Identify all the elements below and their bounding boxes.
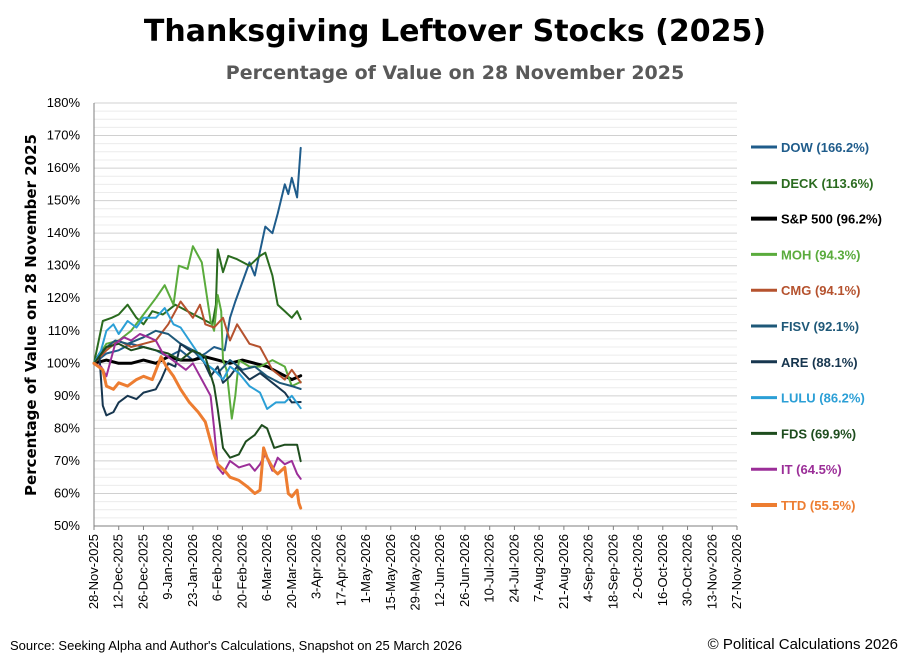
y-tick-label: 140% xyxy=(47,225,81,240)
x-tick-label: 16-Oct-2026 xyxy=(655,534,670,606)
legend-label-ttd: TTD (55.5%) xyxy=(781,498,855,513)
series-lines xyxy=(92,146,303,510)
x-tick-label: 26-Jun-2026 xyxy=(457,534,472,607)
chart-title: Thanksgiving Leftover Stocks (2025) xyxy=(143,14,767,49)
copyright-note: © Political Calculations 2026 xyxy=(707,636,898,653)
x-tick-label: 26-Dec-2025 xyxy=(135,534,150,609)
y-tick-label: 90% xyxy=(54,388,80,403)
y-tick-label: 170% xyxy=(47,128,81,143)
legend-label-it: IT (64.5%) xyxy=(781,462,842,477)
x-tick-label: 9-Jan-2026 xyxy=(160,534,175,600)
x-tick-label: 20-Feb-2026 xyxy=(234,534,249,608)
x-tick-label: 6-Feb-2026 xyxy=(210,534,225,601)
x-tick-label: 7-Aug-2026 xyxy=(531,534,546,602)
legend: DOW (166.2%) DECK (113.6%) S&P 500 (96.2%)… xyxy=(751,140,882,513)
x-tick-label: 1-May-2026 xyxy=(358,534,373,603)
legend-label-fds: FDS (69.9%) xyxy=(781,426,856,441)
legend-label-lulu: LULU (86.2%) xyxy=(781,391,865,406)
legend-label-moh: MOH (94.3%) xyxy=(781,247,860,262)
series-line-fisv xyxy=(93,329,302,390)
series-line-cmg xyxy=(93,300,302,384)
x-tick-label: 6-Mar-2026 xyxy=(259,534,274,601)
x-tick-label: 29-May-2026 xyxy=(408,534,423,611)
x-tick-label: 12-Dec-2025 xyxy=(111,534,126,609)
y-tick-label: 180% xyxy=(47,95,81,110)
x-tick-label: 12-Jun-2026 xyxy=(432,534,447,607)
series-line-are xyxy=(93,342,302,417)
x-tick-label: 18-Sep-2026 xyxy=(605,534,620,609)
y-tick-label: 160% xyxy=(47,160,81,175)
y-tick-label: 60% xyxy=(54,485,80,500)
series-line-s-p-500 xyxy=(92,355,303,382)
x-tick-label: 10-Jul-2026 xyxy=(482,534,497,603)
x-tick-label: 13-Nov-2026 xyxy=(704,534,719,609)
series-line-it xyxy=(93,333,302,480)
y-tick-label: 100% xyxy=(47,355,81,370)
x-tick-label: 17-Apr-2026 xyxy=(333,534,348,606)
y-tick-label: 80% xyxy=(54,420,80,435)
y-tick-label: 50% xyxy=(54,518,80,533)
series-line-lulu xyxy=(93,307,302,410)
axes: 50% 60% 70% 80% 90% 100% 110% 120% 130% 140% 150% 1… xyxy=(47,95,744,611)
series-line-fds xyxy=(93,342,302,463)
legend-label-cmg: CMG (94.1%) xyxy=(781,283,860,298)
x-tick-label: 30-Oct-2026 xyxy=(680,534,695,606)
legend-label-fisv: FISV (92.1%) xyxy=(781,319,859,334)
y-axis-title: Percentage of Value on 28 November 2025 xyxy=(22,134,40,496)
legend-label-are: ARE (88.1%) xyxy=(781,355,858,370)
y-tick-label: 120% xyxy=(47,290,81,305)
series-line-ttd xyxy=(92,355,303,510)
y-tick-label: 110% xyxy=(48,323,81,338)
x-tick-label: 23-Jan-2026 xyxy=(185,534,200,607)
x-tick-label: 21-Aug-2026 xyxy=(556,534,571,609)
y-tick-label: 150% xyxy=(47,193,81,208)
x-tick-label: 28-Nov-2025 xyxy=(86,534,101,609)
x-tick-label: 2-Oct-2026 xyxy=(630,534,645,599)
x-tick-label: 27-Nov-2026 xyxy=(729,534,744,609)
legend-label-s-p-500: S&P 500 (96.2%) xyxy=(781,212,882,227)
x-tick-label: 3-Apr-2026 xyxy=(309,534,324,599)
x-tick-label: 15-May-2026 xyxy=(383,534,398,611)
legend-label-dow: DOW (166.2%) xyxy=(781,140,869,155)
y-tick-label: 130% xyxy=(47,258,81,273)
chart-subtitle: Percentage of Value on 28 November 2025 xyxy=(225,62,685,84)
source-note: Source: Seeking Alpha and Author's Calcu… xyxy=(10,638,463,653)
y-tick-label: 70% xyxy=(54,453,80,468)
x-tick-label: 4-Sep-2026 xyxy=(581,534,596,602)
x-tick-label: 20-Mar-2026 xyxy=(284,534,299,608)
x-tick-label: 24-Jul-2026 xyxy=(506,534,521,603)
legend-label-deck: DECK (113.6%) xyxy=(781,176,873,191)
series-line-moh xyxy=(93,245,302,420)
